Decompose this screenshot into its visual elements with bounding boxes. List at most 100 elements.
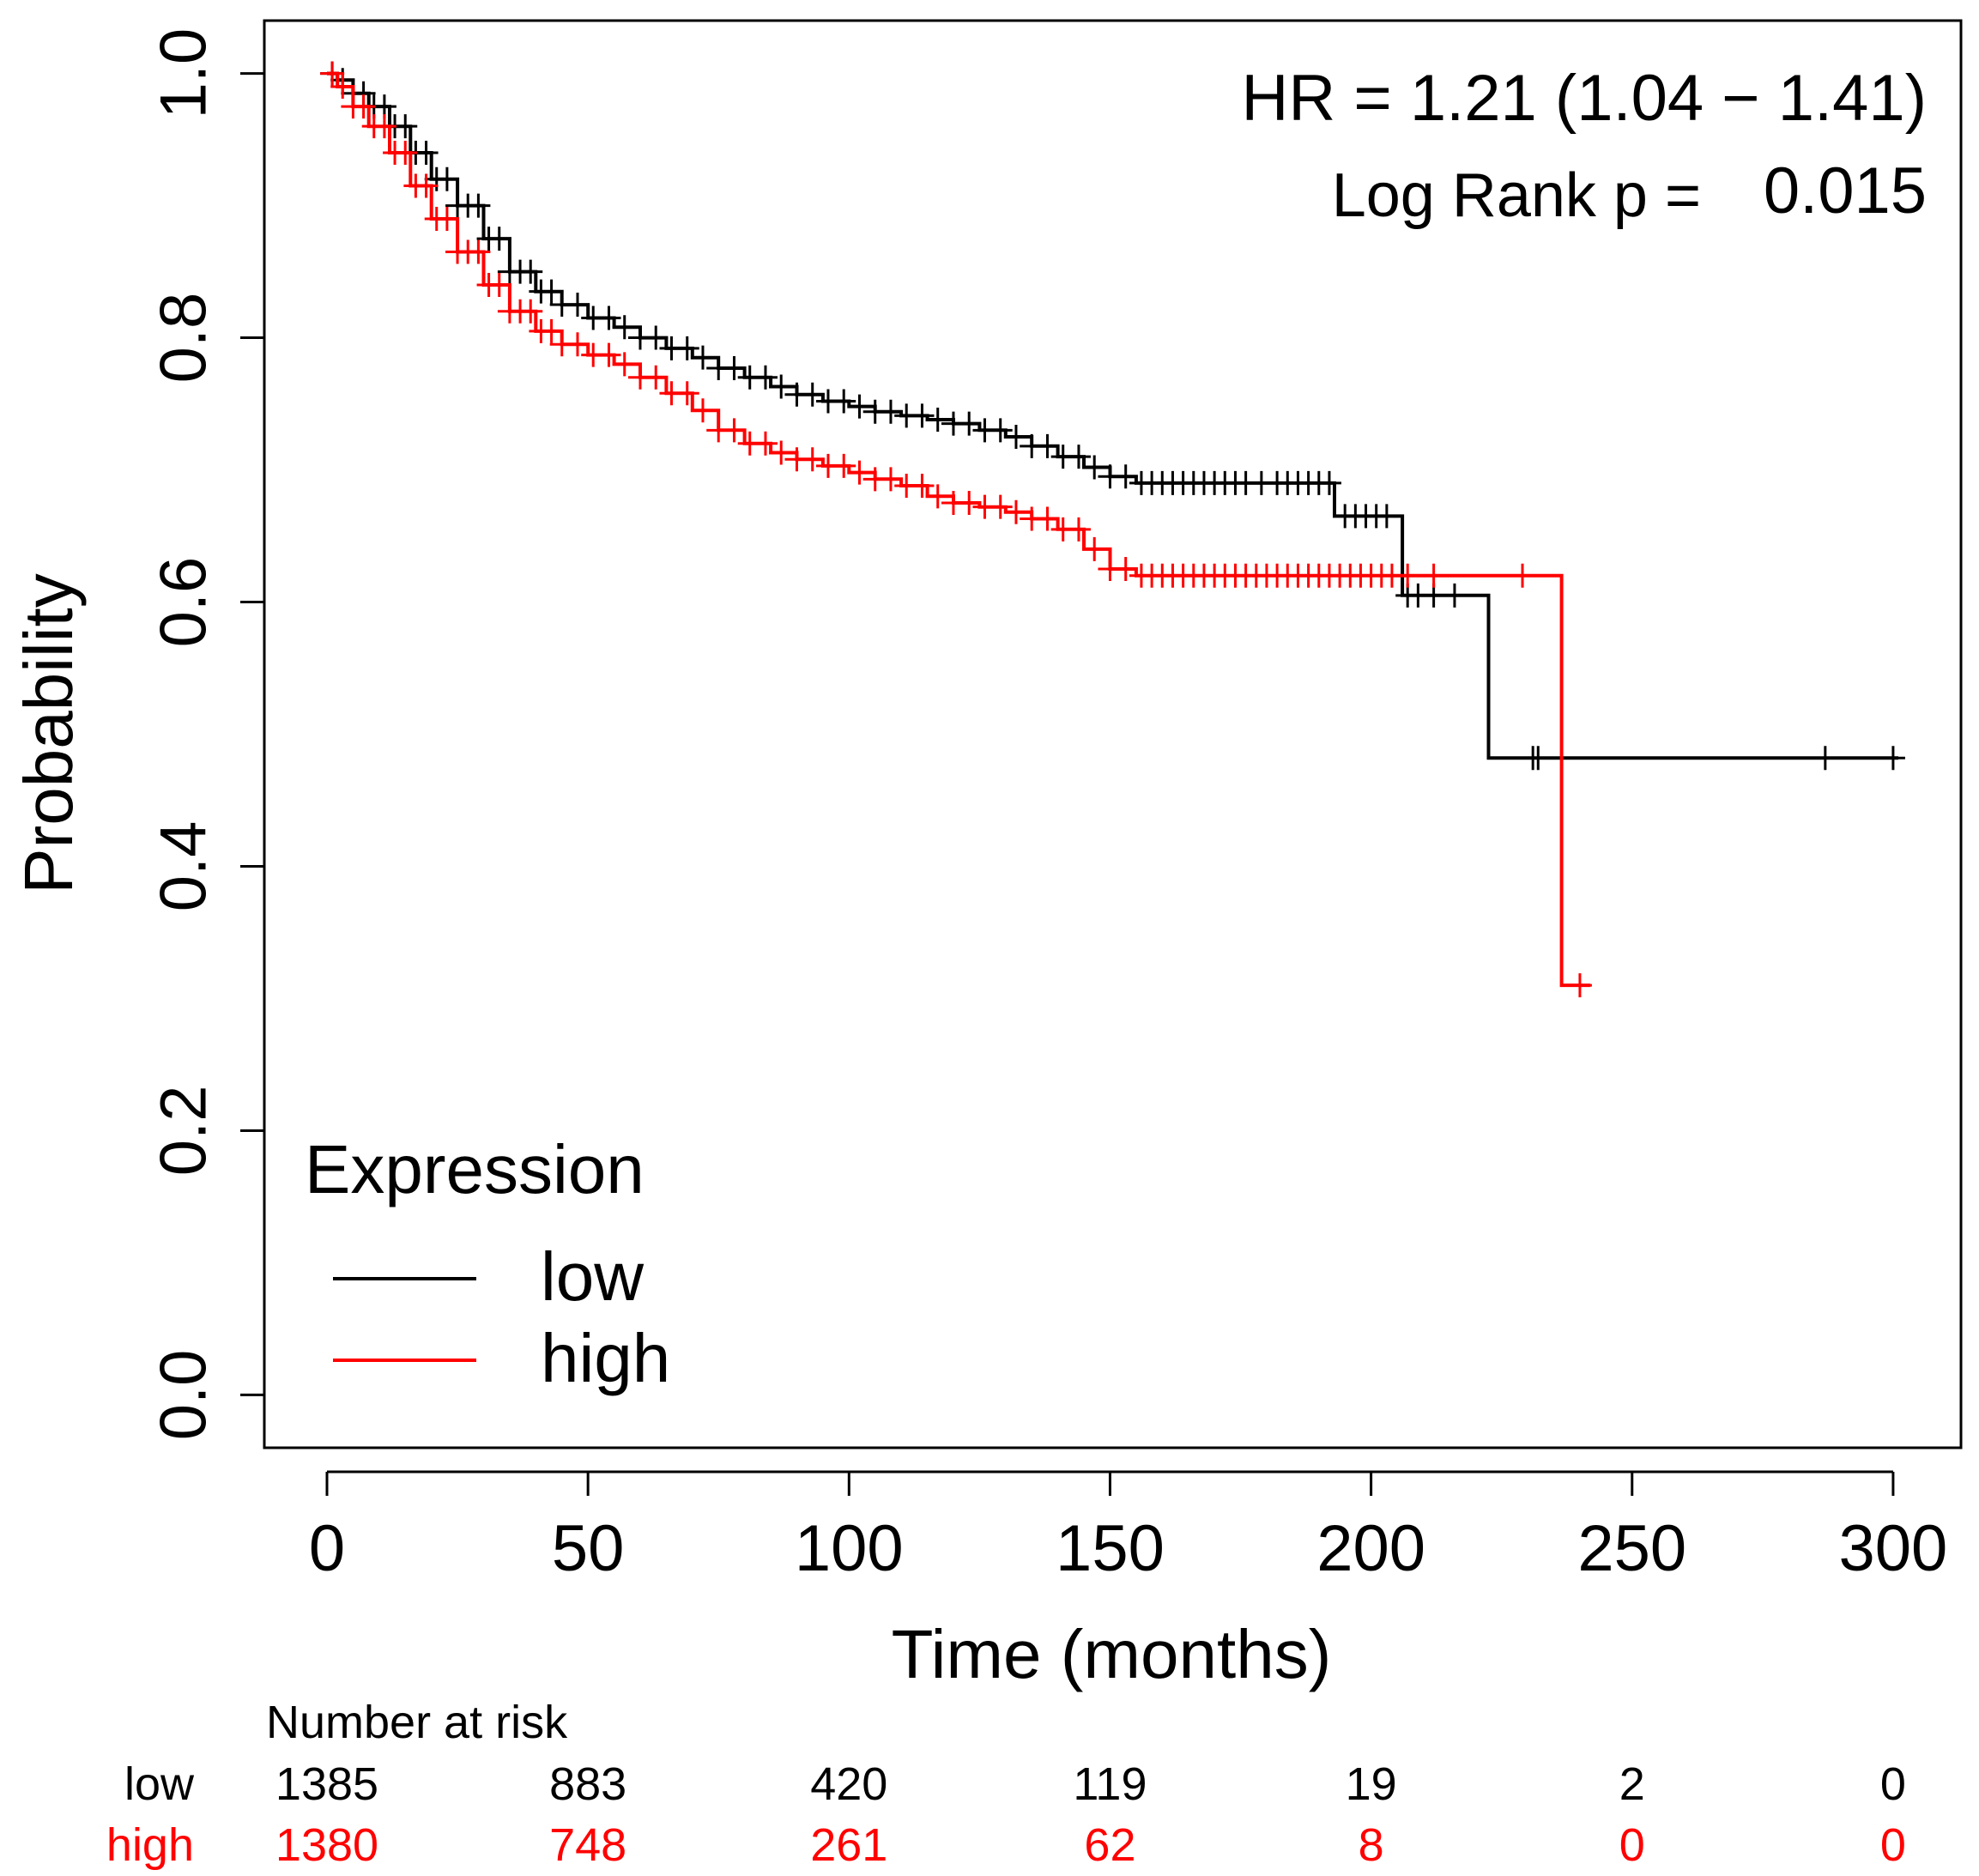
censor-mark-high <box>320 61 345 86</box>
series-high <box>320 61 1592 998</box>
censor-mark-low <box>988 418 1013 443</box>
logrank-label: Log Rank p = <box>1332 161 1701 230</box>
censor-mark-low <box>753 365 778 390</box>
plot-frame <box>263 19 1963 1449</box>
risk-value-low: 1385 <box>275 1758 378 1810</box>
y-tick-label: 0.4 <box>148 821 221 912</box>
risk-value-low: 0 <box>1880 1758 1906 1810</box>
y-tick-label: 1.0 <box>148 28 221 119</box>
risk-row-label-high: high <box>106 1819 194 1871</box>
censor-mark-high <box>675 381 699 406</box>
y-tick-label: 0.8 <box>148 293 221 384</box>
risk-value-low: 119 <box>1073 1758 1147 1810</box>
censor-mark-high <box>1567 973 1592 998</box>
risk-value-high: 0 <box>1880 1819 1906 1871</box>
censor-mark-low <box>847 394 872 419</box>
hr-annotation: HR = 1.21 (1.04 − 1.41) <box>1242 62 1927 135</box>
censor-mark-high <box>957 491 982 516</box>
censor-mark-low <box>393 114 418 139</box>
legend-title: Expression <box>305 1131 645 1207</box>
risk-table-title: Number at risk <box>266 1697 568 1748</box>
censor-mark-low <box>466 193 491 218</box>
censor-mark-high <box>1421 563 1446 588</box>
censor-mark-high <box>518 299 543 324</box>
censor-mark-low <box>1813 746 1837 771</box>
censor-mark-high <box>847 460 872 485</box>
censor-mark-high <box>644 365 669 390</box>
censor-mark-low <box>1316 470 1341 495</box>
censor-mark-high <box>1035 506 1060 531</box>
x-tick-label: 300 <box>1839 1512 1948 1585</box>
censor-mark-high <box>487 272 511 297</box>
legend: Expression low high <box>305 1131 670 1396</box>
risk-value-low: 883 <box>549 1758 626 1810</box>
censor-mark-low <box>957 411 982 436</box>
censor-mark-low <box>1035 433 1060 458</box>
risk-value-high: 1380 <box>275 1819 378 1871</box>
censor-mark-low <box>1113 464 1138 489</box>
censor-mark-high <box>925 484 950 509</box>
censor-mark-high <box>878 467 903 492</box>
censor-mark-high <box>1003 499 1028 524</box>
censor-mark-low <box>487 227 511 251</box>
censor-mark-high <box>393 140 418 165</box>
censor-mark-low <box>1066 445 1091 469</box>
censor-mark-low <box>414 140 439 165</box>
risk-value-low: 2 <box>1619 1758 1645 1810</box>
censor-mark-high <box>434 206 459 231</box>
censor-mark-high <box>1113 557 1138 582</box>
censor-mark-high <box>351 94 376 119</box>
censor-mark-high <box>800 447 825 472</box>
censor-mark-low <box>518 259 543 284</box>
censor-mark-high <box>1066 517 1091 542</box>
censor-mark-high <box>612 352 637 377</box>
x-tick-label: 150 <box>1056 1512 1165 1585</box>
risk-value-high: 62 <box>1084 1819 1135 1871</box>
censor-mark-low <box>434 166 459 191</box>
x-tick-label: 0 <box>309 1512 345 1585</box>
censor-mark-low <box>769 374 794 399</box>
x-tick-label: 50 <box>552 1512 625 1585</box>
risk-row-label-low: low <box>124 1758 195 1810</box>
censor-mark-high <box>372 114 396 139</box>
x-axis-title: Time (months) <box>892 1616 1332 1692</box>
y-axis-title: Probability <box>10 573 87 894</box>
x-tick-label: 100 <box>795 1512 904 1585</box>
censor-mark-high <box>414 173 439 198</box>
series-low <box>320 61 1905 771</box>
legend-label-low: low <box>541 1238 644 1315</box>
censor-mark-high <box>988 494 1013 519</box>
y-tick-label: 0.2 <box>148 1086 221 1177</box>
censor-mark-low <box>1082 455 1107 480</box>
censor-mark-high <box>722 418 747 443</box>
censor-mark-high <box>832 453 856 478</box>
legend-label-high: high <box>541 1320 670 1396</box>
censor-mark-low <box>1374 504 1399 529</box>
censor-mark-low <box>539 279 564 304</box>
censor-mark-low <box>596 306 621 330</box>
censor-mark-low <box>910 403 935 428</box>
risk-value-high: 8 <box>1359 1819 1384 1871</box>
y-tick-label: 0.0 <box>148 1350 221 1441</box>
risk-table: Number at risk low 1385 883 420 119 19 2 0 high 1… <box>106 1697 1906 1871</box>
censor-mark-high <box>769 440 794 465</box>
censor-mark-low <box>1526 746 1551 771</box>
risk-value-high: 0 <box>1619 1819 1645 1871</box>
x-axis: 0 50 100 150 200 250 300 <box>309 1470 1948 1585</box>
censor-mark-high <box>330 74 355 99</box>
risk-value-low: 19 <box>1346 1758 1397 1810</box>
y-tick-label: 0.6 <box>148 557 221 648</box>
x-tick-label: 250 <box>1577 1512 1686 1585</box>
censor-mark-low <box>612 315 637 340</box>
censor-mark-low <box>925 408 950 433</box>
risk-value-low: 420 <box>810 1758 887 1810</box>
series-layer <box>320 61 1905 998</box>
censor-mark-high <box>1510 563 1535 588</box>
censor-mark-high <box>1395 563 1420 588</box>
logrank-value: 0.015 <box>1764 154 1927 227</box>
censor-mark-high <box>565 332 590 357</box>
censor-mark-high <box>466 239 491 264</box>
censor-mark-low <box>1003 425 1028 450</box>
censor-mark-low <box>690 345 715 370</box>
